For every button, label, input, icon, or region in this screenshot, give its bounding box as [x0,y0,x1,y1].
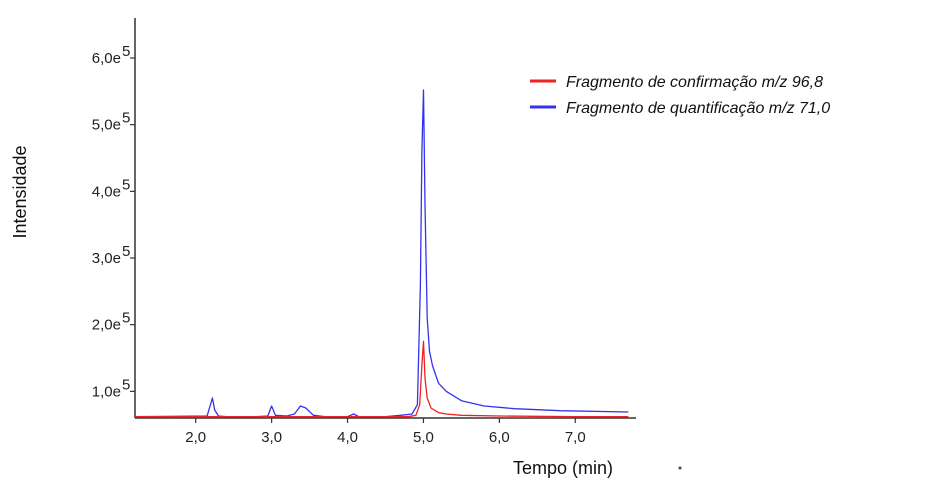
x-tick-label: 6,0 [489,429,510,446]
legend-label-confirmacao: Fragmento de confirmação m/z 96,8 [566,74,823,91]
series-group [134,89,629,418]
x-tick-label: 7,0 [565,429,586,446]
series-line-confirmacao [135,340,629,418]
y-axis-title: Intensidade [10,145,30,238]
y-tick-exponent: 5 [122,310,130,327]
y-tick-label: 3,0e [92,250,121,267]
x-ticks: 2,0 3,0 4,0 5,0 6,0 7,0 [185,418,586,446]
x-tick-label: 5,0 [413,429,434,446]
legend: Fragmento de confirmação m/z 96,8 Fragme… [530,74,830,117]
y-tick-label: 1,0e [92,383,121,400]
y-tick-exponent: 5 [122,376,130,393]
y-tick-exponent: 5 [122,43,130,60]
y-tick-label: 6,0e [92,50,121,67]
x-tick-label: 2,0 [185,429,206,446]
x-axis-title: Tempo (min) [513,458,613,478]
y-tick-exponent: 5 [122,110,130,127]
stray-dot [678,466,682,470]
y-tick-exponent: 5 [122,243,130,260]
x-tick-label: 3,0 [261,429,282,446]
y-tick-label: 4,0e [92,183,121,200]
x-tick-label: 4,0 [337,429,358,446]
y-tick-label: 2,0e [92,317,121,334]
y-tick-label: 5,0e [92,117,121,134]
y-tick-exponent: 5 [122,176,130,193]
axes [134,18,636,419]
series-line-quantificacao [134,89,629,418]
y-ticks: 1,0e 52,0e 53,0e 54,0e 55,0e 56,0e 5 [92,43,135,400]
legend-label-quantificacao: Fragmento de quantificação m/z 71,0 [566,100,830,117]
